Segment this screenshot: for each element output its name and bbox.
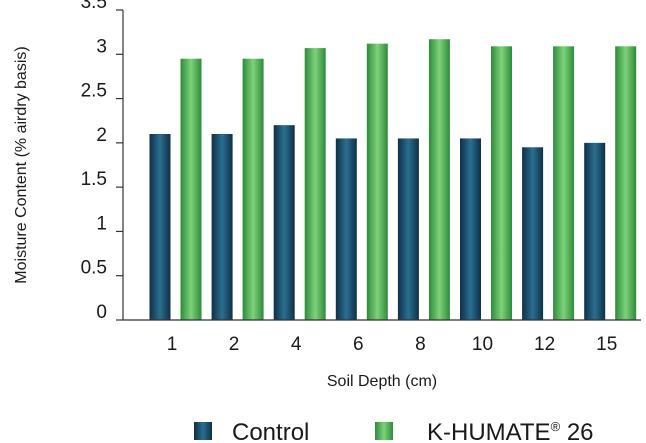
bar-k-humate xyxy=(553,46,575,321)
bar-k-humate xyxy=(615,46,637,321)
bar-k-humate xyxy=(242,58,264,320)
y-tick-label: 1.5 xyxy=(81,169,107,190)
bar-k-humate xyxy=(491,46,512,321)
x-tick-label: 8 xyxy=(415,334,426,355)
legend-label-control: Control xyxy=(232,419,309,443)
y-axis-title: Moisture Content (% airdry basis) xyxy=(13,46,30,283)
x-tick-label: 10 xyxy=(472,334,493,355)
bar-control xyxy=(397,138,419,320)
x-tick-label: 6 xyxy=(353,334,364,355)
legend-swatch-control xyxy=(194,422,212,440)
x-tick-label: 1 xyxy=(167,334,178,355)
bar-control xyxy=(211,134,233,320)
y-tick-label: 3.5 xyxy=(81,0,107,13)
y-tick-label: 0.5 xyxy=(81,258,107,279)
y-tick-label: 1 xyxy=(96,213,107,234)
y-axis-ticks: 0 0.5 1 1.5 2 2.5 3 3.5 xyxy=(81,0,123,323)
bars-group xyxy=(149,39,637,321)
bar-k-humate xyxy=(180,58,202,320)
x-tick-label: 2 xyxy=(229,334,240,355)
bar-control xyxy=(460,138,481,320)
x-axis-title: Soil Depth (cm) xyxy=(327,373,437,390)
y-tick-label: 2 xyxy=(96,125,107,146)
legend: Control K-HUMATE® 26 xyxy=(194,419,594,443)
bar-control xyxy=(273,125,295,321)
bar-control xyxy=(149,134,171,320)
x-tick-label: 4 xyxy=(291,334,302,355)
bar-control xyxy=(522,147,544,320)
y-tick-label: 2.5 xyxy=(81,81,107,102)
bar-control xyxy=(335,138,357,320)
legend-label-k-humate: K-HUMATE® 26 xyxy=(427,419,594,443)
bar-k-humate xyxy=(366,43,388,321)
x-tick-label: 12 xyxy=(534,334,555,355)
bar-k-humate xyxy=(428,39,450,320)
y-tick-label: 0 xyxy=(96,302,107,323)
legend-swatch-k-humate xyxy=(375,422,393,440)
x-axis-ticks: 1 2 4 6 8 10 12 15 xyxy=(167,334,618,355)
x-tick-label: 15 xyxy=(596,334,617,355)
y-tick-label: 3 xyxy=(96,36,107,57)
bar-k-humate xyxy=(304,48,326,320)
bar-control xyxy=(584,142,606,320)
